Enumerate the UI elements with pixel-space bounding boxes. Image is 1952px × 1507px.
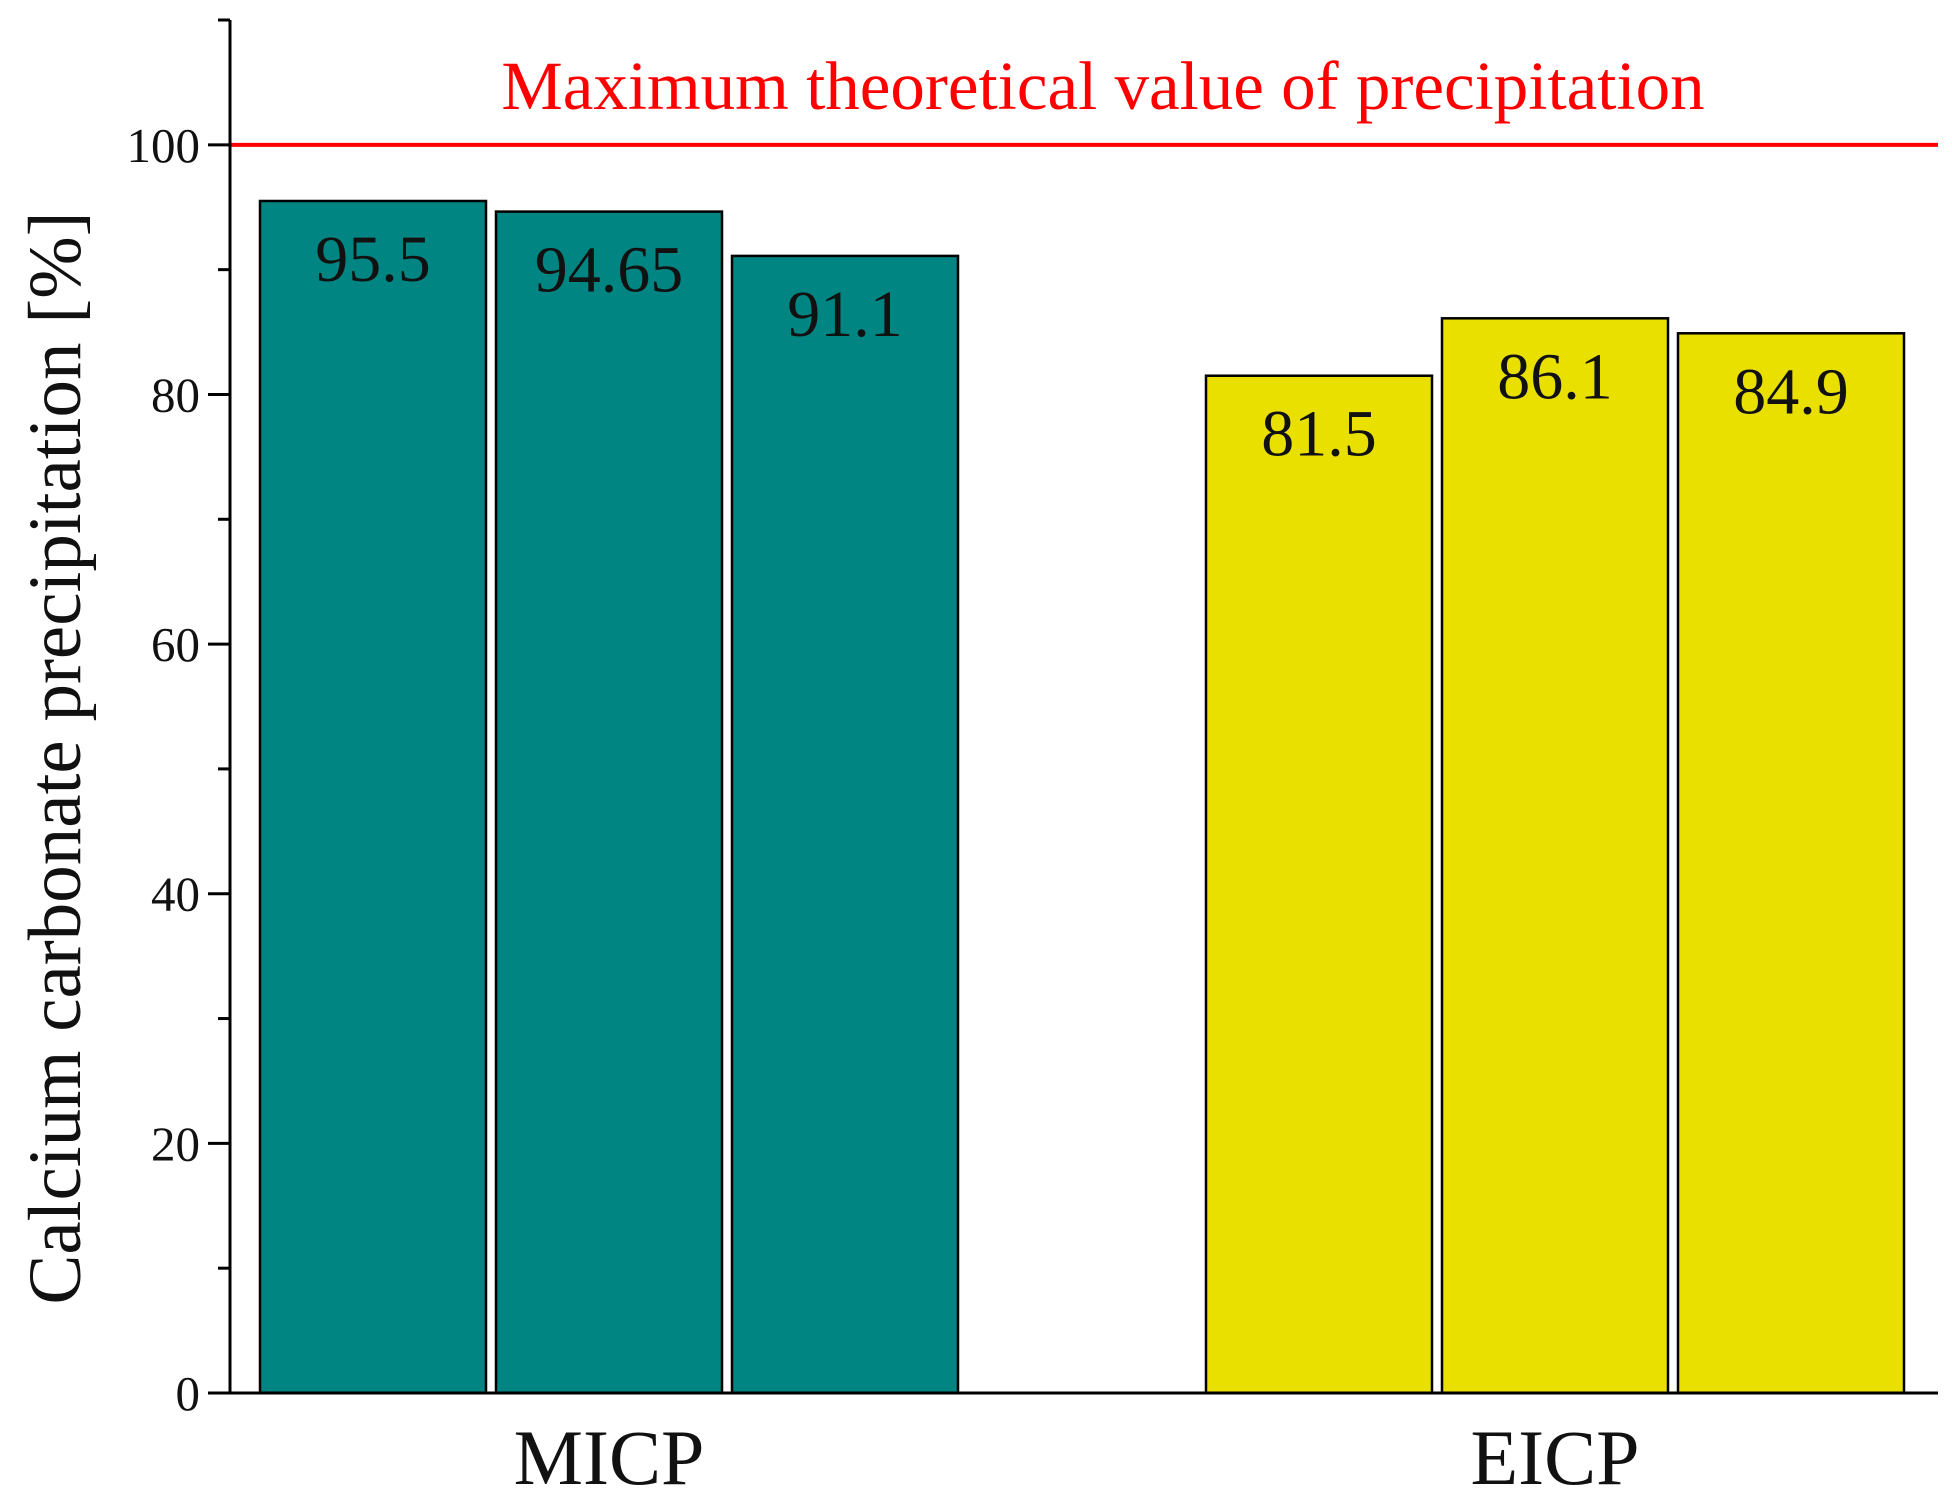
y-tick-label: 40 [151, 867, 200, 922]
bar-value-label: 91.1 [787, 278, 903, 351]
bar-eicp-1 [1204, 374, 1434, 1395]
bar-value-label: 84.9 [1733, 355, 1849, 428]
bar-micp-2 [494, 210, 724, 1395]
y-tick-label: 0 [176, 1366, 201, 1421]
y-axis-title: Calcium carbonate precipitation [%] [14, 211, 97, 1304]
bar-eicp-2 [1440, 317, 1670, 1395]
reference-line-label: Maximum theoretical value of precipitati… [501, 48, 1704, 124]
x-category-label: EICP [1470, 1414, 1639, 1501]
bar-value-label: 86.1 [1497, 340, 1613, 413]
y-tick-label: 20 [151, 1116, 200, 1171]
bar-micp-1 [258, 199, 488, 1395]
y-tick-label: 80 [151, 367, 200, 422]
x-category-label: MICP [514, 1414, 705, 1501]
bar-value-label: 95.5 [315, 223, 431, 296]
bar-micp-3 [730, 254, 960, 1395]
bar-value-label: 94.65 [535, 234, 684, 307]
y-tick-label: 60 [151, 617, 200, 672]
bar-eicp-3 [1676, 332, 1906, 1395]
bar-value-label: 81.5 [1261, 398, 1377, 471]
y-tick-label: 100 [127, 118, 201, 173]
